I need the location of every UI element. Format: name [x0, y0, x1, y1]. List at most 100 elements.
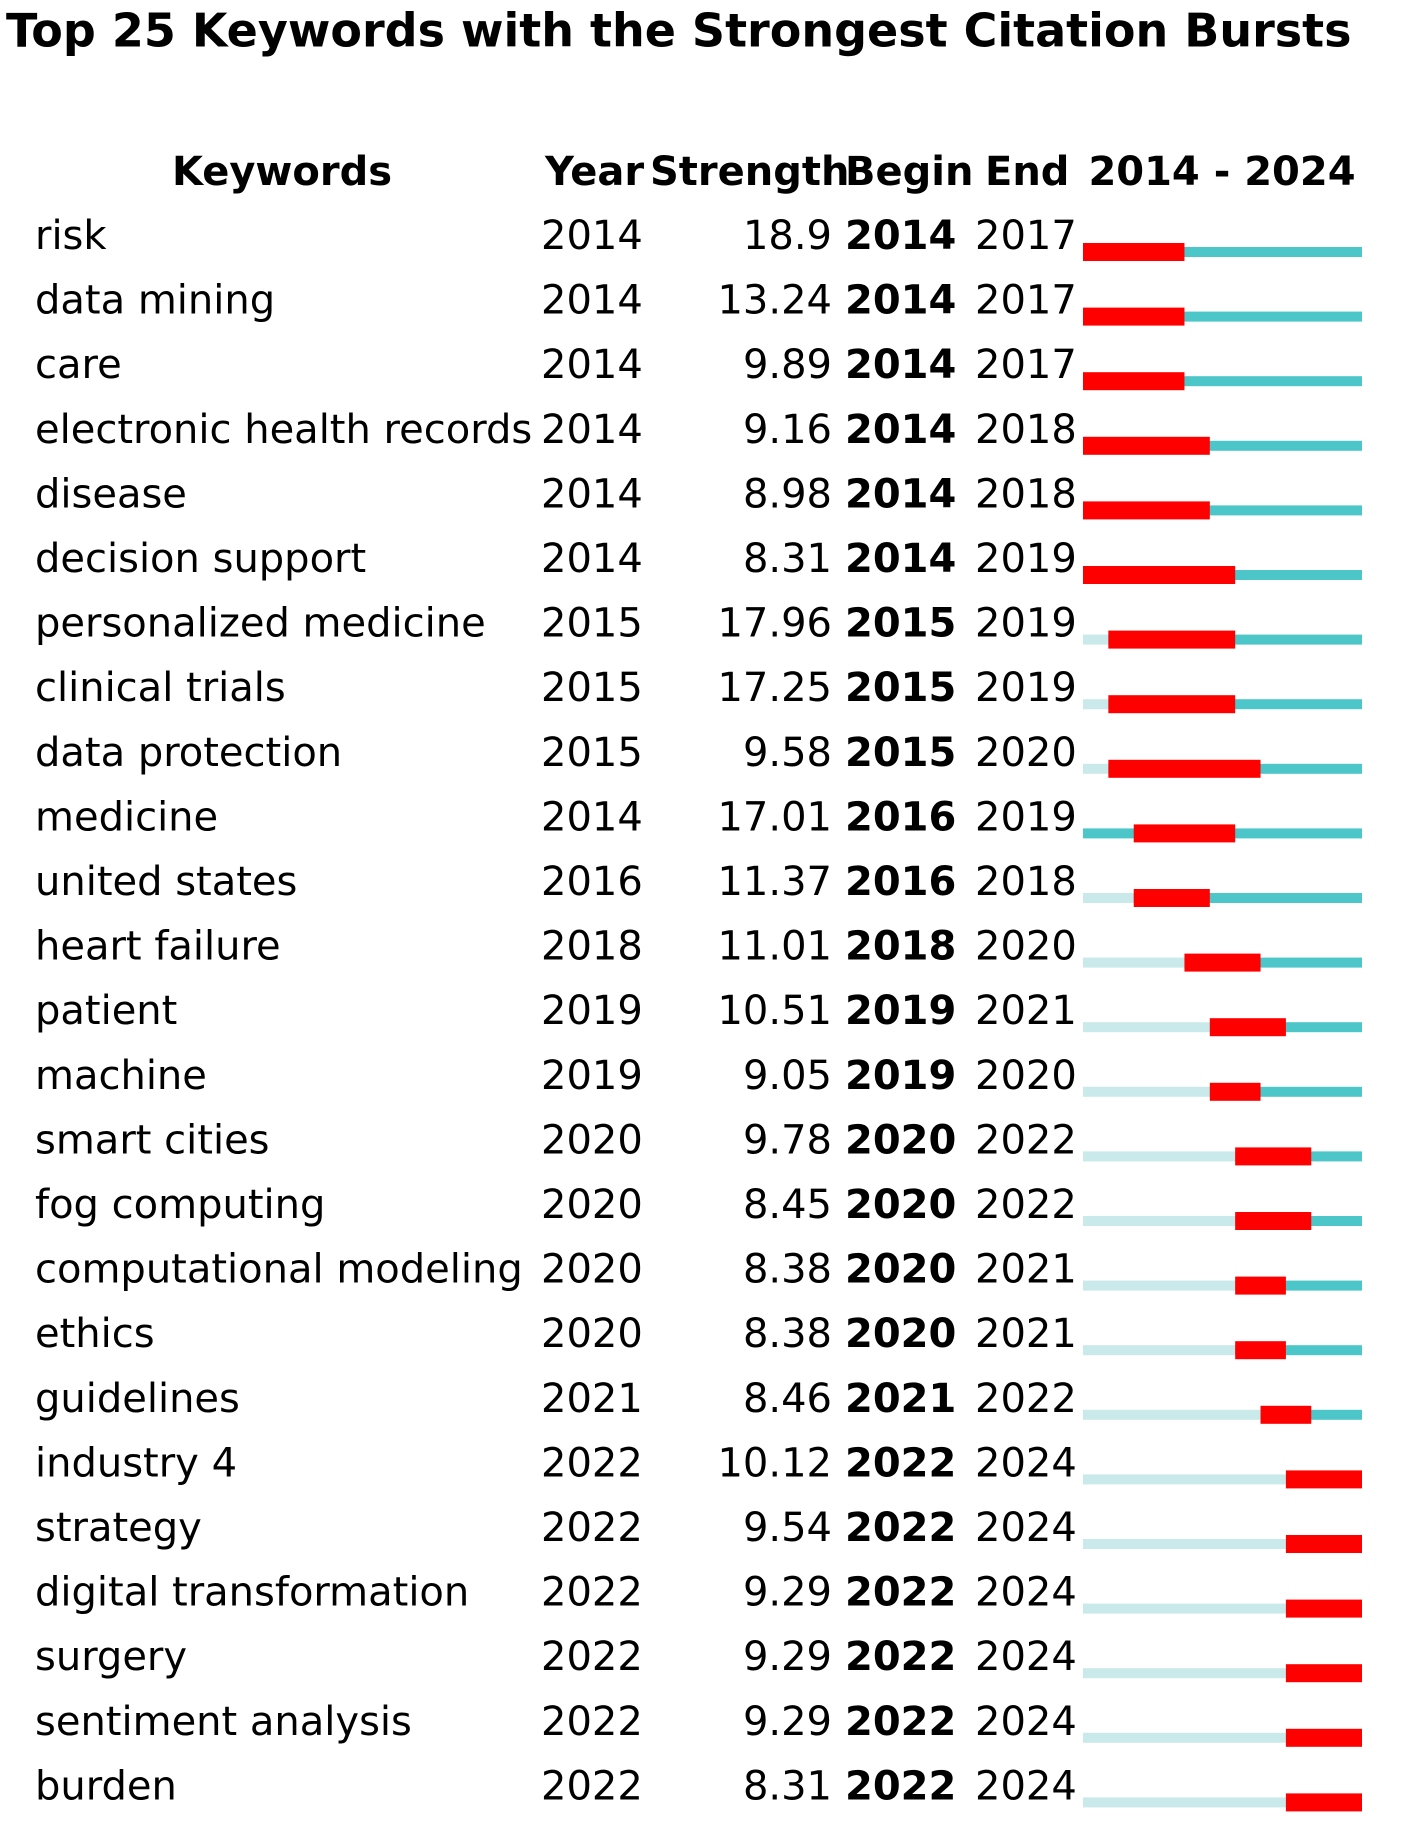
strength: 17.01	[717, 794, 832, 840]
end: 2024	[975, 1440, 1077, 1486]
burst-bar	[1285, 1470, 1362, 1489]
title: Top 25 Keywords with the Strongest Citat…	[6, 4, 1352, 58]
column-header: Keywords	[172, 149, 392, 195]
year: 2016	[541, 859, 643, 905]
keyword: machine	[35, 1053, 207, 1099]
strength: 10.12	[717, 1440, 832, 1486]
begin: 2014	[845, 278, 956, 324]
burst-bar	[1285, 1793, 1362, 1812]
strength: 9.54	[743, 1505, 832, 1551]
begin: 2014	[845, 536, 956, 582]
keyword: fog computing	[35, 1182, 325, 1228]
end: 2024	[975, 1699, 1077, 1745]
column-header: Year	[544, 149, 644, 195]
keyword: ethics	[35, 1311, 155, 1357]
end: 2019	[975, 536, 1077, 582]
year: 2015	[541, 730, 643, 776]
begin: 2022	[845, 1505, 956, 1551]
begin: 2020	[845, 1182, 956, 1228]
year: 2022	[541, 1763, 643, 1809]
end: 2019	[975, 794, 1077, 840]
burst-bar	[1108, 759, 1261, 778]
year: 2019	[541, 988, 643, 1034]
active-bar	[1083, 440, 1362, 451]
begin: 2016	[845, 794, 956, 840]
end: 2024	[975, 1763, 1077, 1809]
begin: 2021	[845, 1376, 956, 1422]
burst-bar	[1083, 501, 1210, 520]
strength: 9.29	[743, 1570, 832, 1616]
end: 2022	[975, 1117, 1077, 1163]
pre-year-bar	[1083, 1474, 1286, 1485]
begin: 2020	[845, 1311, 956, 1357]
pre-year-bar	[1083, 1603, 1286, 1614]
strength: 10.51	[717, 988, 832, 1034]
burst-bar	[1285, 1535, 1362, 1553]
end: 2022	[975, 1182, 1077, 1228]
year: 2014	[541, 794, 643, 840]
begin: 2016	[845, 859, 956, 905]
burst-bar	[1083, 566, 1236, 584]
strength: 8.45	[743, 1182, 832, 1228]
end: 2020	[975, 924, 1077, 970]
keyword: electronic health records	[35, 407, 532, 453]
burst-bar	[1184, 953, 1261, 972]
active-bar	[1235, 1345, 1362, 1356]
year: 2021	[541, 1376, 643, 1422]
pre-year-bar	[1083, 1280, 1236, 1291]
burst-bar	[1209, 1018, 1286, 1037]
end: 2018	[975, 859, 1077, 905]
end: 2017	[975, 213, 1077, 259]
strength: 17.96	[717, 601, 832, 647]
pre-year-bar	[1083, 1086, 1210, 1097]
burst-bar	[1083, 436, 1210, 455]
keyword: medicine	[35, 794, 218, 840]
year: 2014	[541, 278, 643, 324]
active-bar	[1083, 505, 1362, 516]
end: 2020	[975, 1053, 1077, 1099]
pre-year-bar	[1083, 1797, 1286, 1808]
burst-bar	[1260, 1405, 1312, 1424]
pre-year-bar	[1083, 763, 1109, 774]
active-bar	[1209, 1086, 1362, 1097]
column-header: 2014 - 2024	[1088, 149, 1355, 195]
pre-year-bar	[1083, 1668, 1286, 1679]
year: 2020	[541, 1182, 643, 1228]
pre-year-bar	[1083, 1409, 1261, 1420]
column-header: Begin	[845, 149, 973, 195]
column-header: End	[985, 149, 1069, 195]
burst-bar	[1235, 1147, 1312, 1166]
active-bar	[1083, 311, 1362, 322]
keyword: risk	[35, 213, 107, 259]
begin: 2022	[845, 1440, 956, 1486]
burst-bar	[1108, 630, 1236, 649]
keyword: disease	[35, 471, 187, 517]
end: 2017	[975, 278, 1077, 324]
active-bar	[1083, 247, 1362, 257]
year: 2022	[541, 1505, 643, 1551]
burst-bar	[1083, 243, 1185, 261]
end: 2021	[975, 1247, 1077, 1293]
keyword: care	[35, 342, 122, 388]
burst-bar	[1083, 307, 1185, 326]
end: 2019	[975, 601, 1077, 647]
year: 2022	[541, 1634, 643, 1680]
burst-bar	[1235, 1276, 1286, 1295]
end: 2020	[975, 730, 1077, 776]
keyword: strategy	[35, 1505, 202, 1551]
strength: 9.29	[743, 1634, 832, 1680]
burst-bar	[1083, 372, 1185, 391]
keyword: guidelines	[35, 1376, 240, 1422]
keyword: heart failure	[35, 924, 281, 970]
begin: 2019	[845, 1053, 956, 1099]
keyword: decision support	[35, 536, 366, 582]
keyword: burden	[35, 1763, 177, 1809]
year: 2014	[541, 536, 643, 582]
year: 2020	[541, 1117, 643, 1163]
year: 2014	[541, 407, 643, 453]
year: 2015	[541, 665, 643, 711]
end: 2024	[975, 1570, 1077, 1616]
keyword: industry 4	[35, 1440, 237, 1486]
strength: 8.98	[743, 471, 832, 517]
begin: 2014	[845, 471, 956, 517]
